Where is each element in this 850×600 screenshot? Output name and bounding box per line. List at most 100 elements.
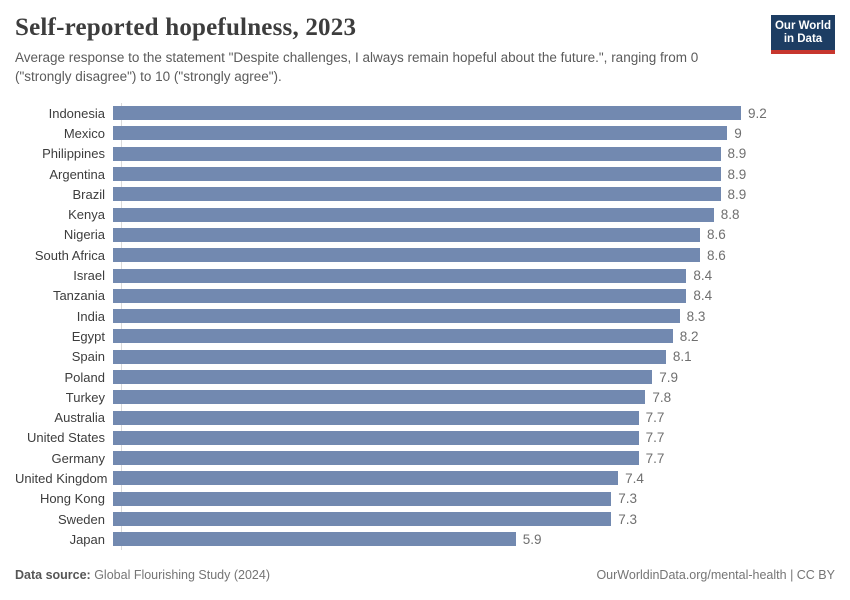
owid-logo-line2: in Data: [783, 33, 823, 45]
bar-row[interactable]: Sweden 7.3: [15, 509, 835, 529]
bar-row[interactable]: Mexico 9: [15, 123, 835, 143]
data-source-label: Data source:: [15, 568, 91, 582]
bar-track: 8.9: [113, 144, 835, 164]
bar-track: 7.3: [113, 509, 835, 529]
country-label: South Africa: [34, 247, 105, 263]
bar-track: 7.7: [113, 448, 835, 468]
country-label: Germany: [51, 450, 105, 466]
bar-value-label: 7.3: [618, 491, 638, 507]
bar-value-label: 8.4: [693, 288, 713, 304]
bar-row[interactable]: Hong Kong 7.3: [15, 489, 835, 509]
bar-track: 7.8: [113, 387, 835, 407]
country-label: India: [76, 308, 105, 324]
bar-row[interactable]: Japan 5.9: [15, 529, 835, 549]
bar-row[interactable]: Australia 7.7: [15, 407, 835, 427]
bar-row[interactable]: Egypt 8.2: [15, 326, 835, 346]
bar-row[interactable]: Brazil 8.9: [15, 184, 835, 204]
country-label: Tanzania: [52, 288, 105, 304]
bar[interactable]: [113, 126, 728, 141]
bar-value-label: 7.3: [618, 511, 638, 527]
bar-row[interactable]: Philippines 8.9: [15, 144, 835, 164]
bar-row[interactable]: Germany 7.7: [15, 448, 835, 468]
bar-row[interactable]: Kenya 8.8: [15, 204, 835, 224]
bar-track: 7.7: [113, 428, 835, 448]
header-text: Self-reported hopefulness, 2023 Average …: [15, 12, 715, 86]
bar[interactable]: [113, 309, 680, 324]
bar-value-label: 8.3: [686, 308, 706, 324]
y-axis-line: [121, 103, 122, 550]
bar[interactable]: [113, 106, 741, 121]
country-label: Poland: [64, 369, 105, 385]
bar-track: 8.8: [113, 204, 835, 224]
bar-row[interactable]: Spain 8.1: [15, 347, 835, 367]
chart-title: Self-reported hopefulness, 2023: [15, 14, 357, 41]
bar[interactable]: [113, 288, 687, 303]
bar-value-label: 8.4: [693, 268, 713, 284]
bar-row[interactable]: India 8.3: [15, 306, 835, 326]
bar-track: 8.4: [113, 286, 835, 306]
bar-row[interactable]: Indonesia 9.2: [15, 103, 835, 123]
bar-row[interactable]: Poland 7.9: [15, 367, 835, 387]
bar-row[interactable]: Israel 8.4: [15, 265, 835, 285]
bar[interactable]: [113, 268, 687, 283]
bar[interactable]: [113, 248, 700, 263]
bar-track: 8.3: [113, 306, 835, 326]
chart-subtitle: Average response to the statement "Despi…: [15, 50, 699, 84]
bar[interactable]: [113, 471, 619, 486]
bar[interactable]: [113, 491, 612, 506]
bar-value-label: 8.2: [679, 328, 699, 344]
country-label: Hong Kong: [39, 491, 105, 507]
bar-value-label: 9.2: [748, 105, 767, 121]
bar[interactable]: [113, 329, 673, 344]
bar[interactable]: [113, 207, 714, 222]
bar-row[interactable]: Turkey 7.8: [15, 387, 835, 407]
country-label: Israel: [73, 268, 105, 284]
bar[interactable]: [113, 430, 639, 445]
bar-value-label: 7.7: [645, 450, 665, 466]
bar-chart: Indonesia 9.2 Mexico 9 Philippines 8.9 Argenti…: [15, 103, 835, 550]
bar-track: 9.2: [113, 103, 835, 123]
bar-value-label: 7.7: [645, 410, 665, 426]
bar-track: 8.2: [113, 326, 835, 346]
bar[interactable]: [113, 512, 612, 527]
bar[interactable]: [113, 227, 700, 242]
bar-value-label: 7.9: [659, 369, 679, 385]
bar-value-label: 8.6: [707, 247, 726, 263]
bar-row[interactable]: United Kingdom 7.4: [15, 468, 835, 488]
bar[interactable]: [113, 349, 666, 364]
bar-row[interactable]: Tanzania 8.4: [15, 286, 835, 306]
bar-track: 8.1: [113, 347, 835, 367]
bar-row[interactable]: South Africa 8.6: [15, 245, 835, 265]
data-source-text: Global Flourishing Study (2024): [90, 568, 270, 582]
chart-header: Self-reported hopefulness, 2023 Average …: [15, 12, 835, 86]
bar[interactable]: [113, 532, 516, 547]
credit-link[interactable]: OurWorldinData.org/mental-health | CC BY: [596, 568, 835, 582]
bar-row[interactable]: Argentina 8.9: [15, 164, 835, 184]
country-label: Turkey: [65, 389, 105, 405]
bar-value-label: 7.8: [652, 389, 672, 405]
bar-row[interactable]: United States 7.7: [15, 428, 835, 448]
bar[interactable]: [113, 167, 721, 182]
bar-track: 7.9: [113, 367, 835, 387]
country-label: United States: [26, 430, 105, 446]
bar-value-label: 8.9: [727, 146, 747, 162]
bar-value-label: 9: [734, 125, 742, 141]
bar-value-label: 5.9: [522, 531, 542, 547]
bar[interactable]: [113, 390, 646, 405]
bar[interactable]: [113, 370, 653, 384]
bar-value-label: 8.8: [720, 207, 740, 223]
country-label: Spain: [71, 349, 105, 365]
country-label: Nigeria: [63, 227, 105, 243]
bar[interactable]: [113, 410, 639, 425]
bar-track: 8.6: [113, 245, 835, 265]
country-label: Brazil: [72, 186, 105, 202]
bar-track: 7.7: [113, 407, 835, 427]
country-label: United Kingdom: [15, 470, 108, 486]
country-label: Philippines: [42, 146, 105, 162]
bar[interactable]: [113, 187, 721, 202]
bar-row[interactable]: Nigeria 8.6: [15, 225, 835, 245]
country-label: Sweden: [58, 511, 105, 527]
bar[interactable]: [113, 146, 721, 161]
bar[interactable]: [113, 451, 639, 466]
